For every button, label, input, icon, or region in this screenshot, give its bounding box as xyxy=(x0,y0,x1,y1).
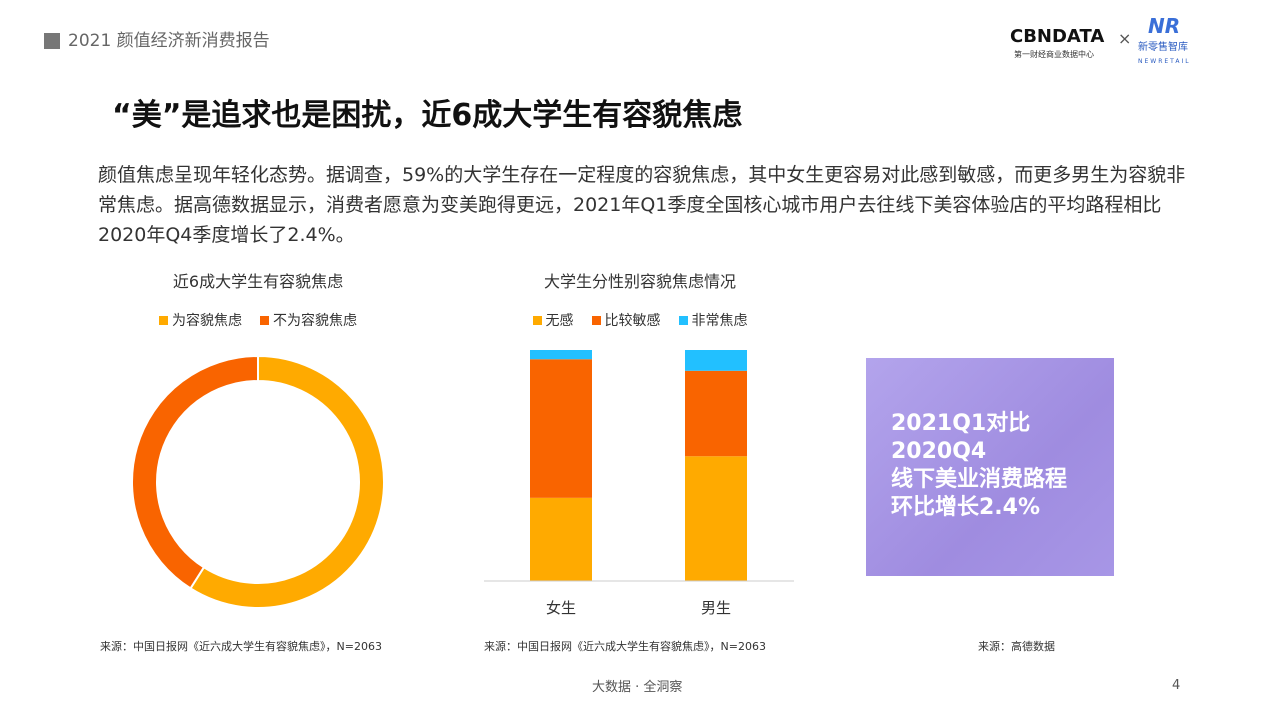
source-note: 来源：中国日报网《近六成大学生有容貌焦虑》，N=2063 xyxy=(100,640,382,653)
donut-slice xyxy=(131,354,259,590)
donut-title: 近6成大学生有容貌焦虑 xyxy=(172,272,344,291)
legend-item: 不为容貌焦虑 xyxy=(260,312,357,330)
newretail-en: NEWRETAIL xyxy=(1138,58,1191,65)
bar-title: 大学生分性别容貌焦虑情况 xyxy=(543,272,736,291)
bar-segment xyxy=(530,497,592,581)
donut-slice xyxy=(189,354,385,609)
x-tick-label: 男生 xyxy=(700,599,731,617)
x-tick-label: 女生 xyxy=(545,599,576,617)
page-number: 4 xyxy=(1172,678,1181,693)
cbndata-logo-sub: 第一财经商业数据中心 xyxy=(1014,50,1094,59)
source-note: 来源：中国日报网《近六成大学生有容貌焦虑》，N=2063 xyxy=(484,640,766,653)
callout-line: 环比增长2.4% xyxy=(891,495,1041,520)
donut-chart xyxy=(131,354,385,609)
legend-item: 为容貌焦虑 xyxy=(159,312,242,330)
bar-segment xyxy=(685,370,747,457)
source-note: 来源：高德数据 xyxy=(978,640,1055,653)
bar-segment xyxy=(685,456,747,581)
newretail-name: 新零售智库 xyxy=(1138,42,1188,53)
donut-legend: 为容貌焦虑 不为容貌焦虑 xyxy=(108,312,408,330)
bar-segment xyxy=(530,350,592,360)
logo-separator: × xyxy=(1118,29,1132,48)
stacked-bar-chart xyxy=(484,350,794,582)
callout-line: 线下美业消费路程 xyxy=(891,467,1068,492)
newretail-logo: NR xyxy=(1148,14,1181,38)
intro-paragraph: 颜值焦虑呈现年轻化态势。据调查，59%的大学生存在一定程度的容貌焦虑，其中女生更… xyxy=(98,164,1186,246)
header-title: 2021 颜值经济新消费报告 xyxy=(68,31,270,51)
footer-slogan: 大数据 · 全洞察 xyxy=(592,680,683,695)
legend-item: 无感 xyxy=(532,312,574,330)
legend-item: 非常焦虑 xyxy=(678,312,748,330)
legend-item: 比较敏感 xyxy=(591,312,661,330)
callout-line: 2021Q1对比 xyxy=(891,411,1031,436)
bar-legend: 无感 比较敏感 非常焦虑 xyxy=(490,312,790,330)
page-title: “美”是追求也是困扰，近6成大学生有容貌焦虑 xyxy=(112,98,743,133)
beauty-image xyxy=(866,358,1114,576)
callout-line: 2020Q4 xyxy=(891,439,987,464)
bar-segment xyxy=(685,350,747,371)
header-marker xyxy=(44,33,60,49)
cbndata-logo: CBNDATA xyxy=(1010,26,1105,47)
callout-text: 2021Q1对比 2020Q4 线下美业消费路程 环比增长2.4% xyxy=(891,410,1067,522)
bar-segment xyxy=(530,359,592,498)
